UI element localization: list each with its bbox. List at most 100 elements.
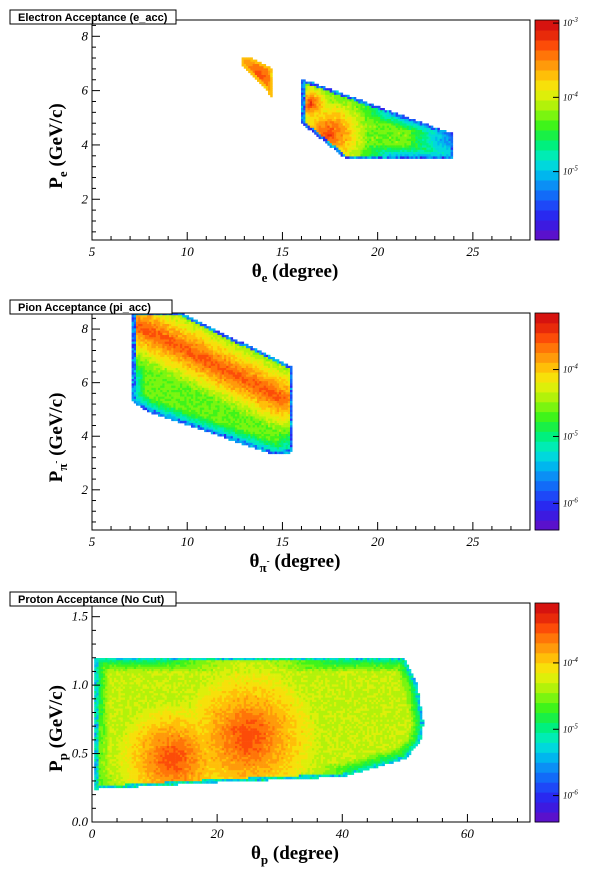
z-tick-label: 10-4 (563, 656, 578, 668)
color-step (535, 150, 559, 161)
color-step (535, 352, 559, 362)
color-scale: 10-5 10-4 10-3 (535, 16, 578, 240)
z-tick-label: 10-6 (563, 789, 578, 801)
color-step (535, 402, 559, 412)
color-step (535, 362, 559, 372)
x-tick-label: 0 (89, 826, 96, 841)
z-tick-label: 10-5 (563, 429, 578, 441)
x-tick-label: 15 (276, 534, 290, 549)
color-step (535, 40, 559, 51)
color-step (535, 140, 559, 151)
color-step (535, 422, 559, 432)
color-step (535, 633, 559, 643)
color-step (535, 703, 559, 713)
color-step (535, 60, 559, 71)
y-tick-label: 4 (82, 428, 89, 443)
color-step (535, 742, 559, 752)
chart-title: Pion Acceptance (pi_acc) (18, 302, 151, 314)
color-step (535, 653, 559, 663)
color-step (535, 732, 559, 742)
x-tick-label: 10 (181, 534, 195, 549)
y-axis-title: Pp (GeV/c) (46, 685, 70, 772)
color-step (535, 220, 559, 231)
color-step (535, 441, 559, 451)
color-step (535, 333, 559, 343)
color-step (535, 80, 559, 91)
color-step (535, 180, 559, 191)
z-tick-label: 10-4 (563, 90, 578, 102)
color-step (535, 130, 559, 141)
color-step (535, 510, 559, 520)
z-tick-label: 10-5 (563, 165, 578, 177)
y-tick-label: 0.5 (72, 746, 89, 761)
x-tick-label: 15 (276, 244, 290, 259)
color-step (535, 693, 559, 703)
color-step (535, 481, 559, 491)
color-step (535, 313, 559, 323)
x-tick-label: 25 (466, 244, 480, 259)
x-tick-label: 25 (466, 534, 480, 549)
color-step (535, 200, 559, 211)
color-step (535, 663, 559, 673)
color-step (535, 90, 559, 101)
x-tick-label: 5 (89, 534, 96, 549)
x-tick-label: 10 (181, 244, 195, 259)
color-step (535, 210, 559, 221)
color-step (535, 643, 559, 653)
color-step (535, 451, 559, 461)
color-step (535, 491, 559, 501)
color-step (535, 412, 559, 422)
color-step (535, 392, 559, 402)
color-step (535, 722, 559, 732)
z-tick-label: 10-3 (563, 16, 578, 28)
color-step (535, 772, 559, 782)
color-step (535, 752, 559, 762)
color-step (535, 190, 559, 201)
color-step (535, 812, 559, 822)
color-scale: 10-610-510-4 (535, 313, 578, 531)
x-tick-label: 60 (461, 826, 475, 841)
color-scale: 10-610-510-4 (535, 603, 578, 823)
color-step (535, 603, 559, 613)
color-step (535, 792, 559, 802)
x-axis-title: θp (degree) (251, 843, 339, 867)
y-tick-label: 8 (82, 28, 89, 43)
color-step (535, 802, 559, 812)
color-step (535, 762, 559, 772)
x-tick-label: 20 (211, 826, 225, 841)
x-axis-title: θπ- (degree) (250, 551, 341, 575)
color-step (535, 120, 559, 131)
y-tick-label: 8 (82, 321, 89, 336)
x-tick-label: 5 (89, 244, 96, 259)
color-step (535, 683, 559, 693)
color-step (535, 471, 559, 481)
x-axis-title: θe (degree) (252, 261, 339, 285)
color-step (535, 100, 559, 111)
y-tick-label: 4 (82, 137, 89, 152)
color-step (535, 623, 559, 633)
color-step (535, 30, 559, 41)
chart-title: Electron Acceptance (e_acc) (18, 12, 168, 24)
color-step (535, 50, 559, 61)
chart-title: Proton Acceptance (No Cut) (18, 594, 165, 606)
y-tick-label: 2 (82, 191, 89, 206)
x-tick-label: 40 (336, 826, 350, 841)
z-tick-label: 10-4 (563, 363, 578, 375)
color-step (535, 613, 559, 623)
y-tick-label: 6 (82, 375, 89, 390)
color-step (535, 160, 559, 171)
y-tick-label: 6 (82, 83, 89, 98)
color-step (535, 372, 559, 382)
y-tick-label: 1.5 (72, 609, 89, 624)
color-step (535, 500, 559, 510)
y-tick-label: 2 (82, 482, 89, 497)
color-step (535, 782, 559, 792)
y-axis-title: Pe (GeV/c) (46, 103, 70, 188)
color-step (535, 343, 559, 353)
x-tick-label: 20 (371, 534, 385, 549)
color-step (535, 713, 559, 723)
